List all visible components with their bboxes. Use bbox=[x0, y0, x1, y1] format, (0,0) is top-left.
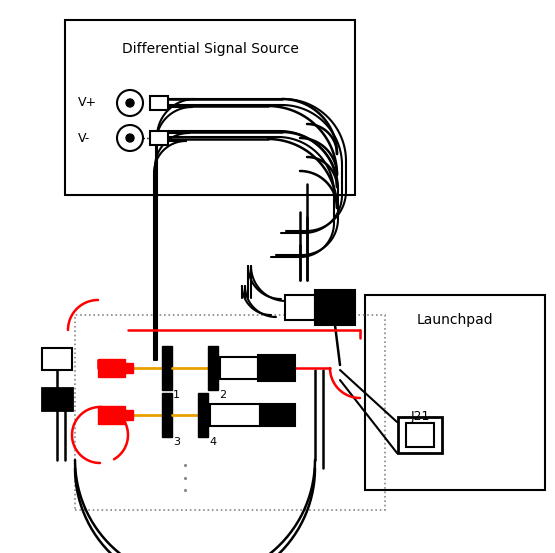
Text: 3: 3 bbox=[173, 437, 180, 447]
Bar bbox=[123, 410, 133, 420]
Bar bbox=[260, 404, 295, 426]
Bar bbox=[398, 417, 442, 453]
Bar bbox=[65, 20, 355, 195]
Bar bbox=[315, 290, 355, 325]
Bar bbox=[75, 315, 385, 510]
Text: 1: 1 bbox=[173, 390, 180, 400]
Circle shape bbox=[126, 99, 134, 107]
Bar bbox=[42, 388, 72, 410]
Bar bbox=[150, 96, 168, 110]
Bar bbox=[98, 359, 125, 377]
Text: 2: 2 bbox=[219, 390, 226, 400]
Text: 4: 4 bbox=[209, 437, 216, 447]
Bar bbox=[162, 346, 172, 390]
Text: V-: V- bbox=[78, 132, 90, 144]
Circle shape bbox=[117, 90, 143, 116]
Bar bbox=[162, 393, 172, 437]
Bar bbox=[258, 355, 295, 381]
Bar bbox=[208, 346, 218, 390]
Circle shape bbox=[126, 134, 134, 142]
Text: Launchpad: Launchpad bbox=[417, 313, 493, 327]
Bar bbox=[42, 348, 72, 370]
Text: Differential Signal Source: Differential Signal Source bbox=[122, 42, 299, 56]
Bar bbox=[150, 131, 168, 145]
Circle shape bbox=[117, 125, 143, 151]
Bar bbox=[123, 363, 133, 373]
Text: V+: V+ bbox=[78, 97, 97, 109]
Bar bbox=[98, 406, 125, 424]
Text: J21: J21 bbox=[410, 410, 430, 423]
Bar bbox=[210, 404, 260, 426]
Bar bbox=[198, 393, 208, 437]
Bar bbox=[285, 295, 315, 320]
Bar bbox=[220, 357, 258, 379]
Bar bbox=[365, 295, 545, 490]
Bar bbox=[406, 423, 434, 447]
